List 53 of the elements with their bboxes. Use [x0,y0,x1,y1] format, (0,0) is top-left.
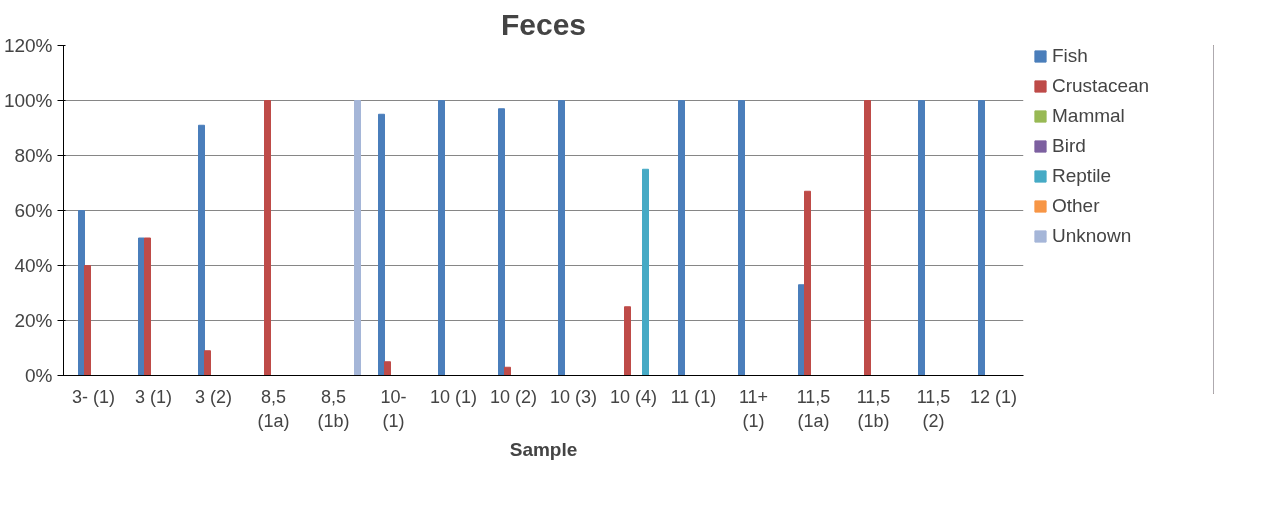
legend-label: Other [1052,195,1100,217]
x-tick-label: 11,5 (2) [916,386,951,431]
y-tick-label: 80% [14,145,53,166]
x-tick-label: 11,5 (1a) [796,386,831,431]
x-tick-label: 3 (1) [134,386,173,407]
legend-label: Bird [1052,135,1086,157]
x-tick-label: 8,5 (1b) [317,386,350,431]
bar [738,100,745,376]
bar [144,237,151,376]
legend-label: Fish [1052,45,1088,67]
bar [864,100,871,376]
bar [354,100,361,376]
bar [678,100,685,376]
bar [498,108,505,376]
bar [78,210,85,376]
x-axis-title: Sample [509,438,578,460]
bar [918,100,925,376]
y-tick-label: 40% [14,255,53,276]
x-tick-label: 10- (1) [380,386,407,431]
x-tick-label: 3- (1) [72,386,116,407]
bar [558,100,565,376]
bar [504,366,511,376]
chart-title: Feces [500,7,587,41]
x-tick-label: 11 (1) [670,386,717,407]
bar [84,265,91,376]
bar [378,113,385,376]
bar [624,306,631,376]
legend-label: Mammal [1052,105,1125,127]
x-tick-label: 8,5 (1a) [257,386,290,431]
y-tick-label: 0% [25,365,53,386]
bar [264,100,271,376]
bar [204,350,211,376]
bar [642,168,649,376]
x-tick-label: 11,5 (1b) [856,386,891,431]
bar [804,190,811,376]
bar [384,361,391,376]
x-tick-label: 10 (4) [609,386,658,407]
legend-label: Reptile [1052,165,1112,187]
bar [198,124,205,376]
x-tick-label: 3 (2) [194,386,233,407]
y-tick-label: 100% [3,90,53,111]
x-tick-label: 11+ (1) [738,386,769,431]
bar [438,100,445,376]
x-tick-label: 10 (3) [549,386,598,407]
y-tick-label: 20% [14,310,53,331]
x-tick-label: 10 (1) [429,386,478,407]
legend-label: Unknown [1052,225,1132,247]
bar [978,100,985,376]
x-tick-label: 12 (1) [969,386,1018,407]
x-tick-label: 10 (2) [489,386,538,407]
legend-label: Crustacean [1052,75,1150,97]
y-tick-label: 60% [14,200,53,221]
y-tick-label: 120% [3,35,53,56]
